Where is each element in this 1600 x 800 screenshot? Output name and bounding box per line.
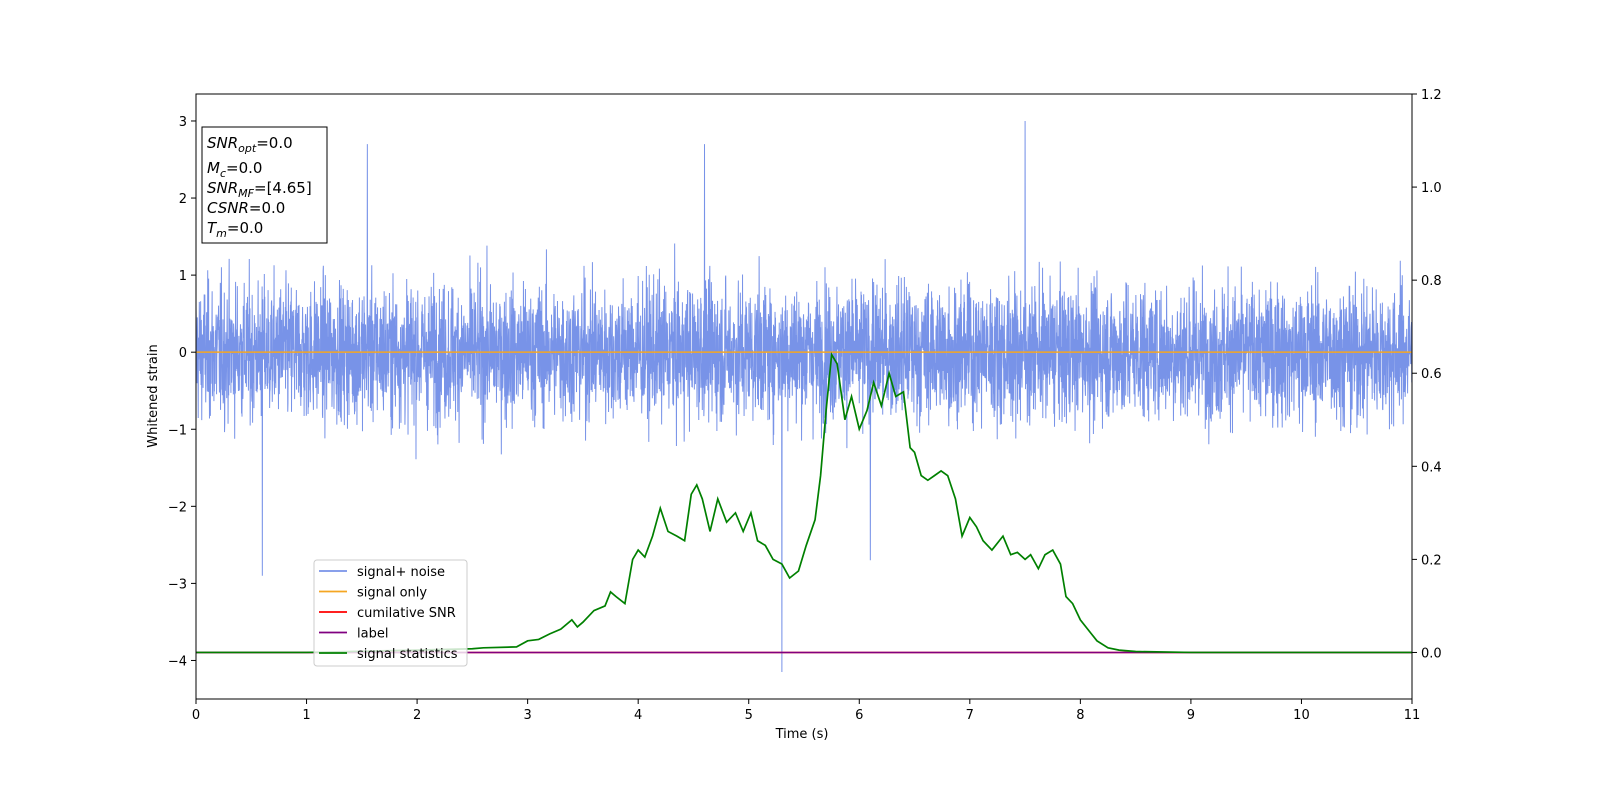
annotation-value: =0.0 [256, 134, 292, 152]
annotation-variable: CSNR [207, 199, 249, 217]
annotation-variable: T [207, 219, 218, 237]
y-axis-right: 0.0 0.2 0.4 0.6 0.8 1.0 1.2 [1412, 88, 1442, 661]
annotation-frame [201, 126, 328, 244]
legend-label: signal+ noise [357, 565, 445, 580]
legend-label: signal statistics [357, 647, 458, 662]
annotation-variable: SNR [207, 179, 238, 197]
y-left-tick-label: 3 [179, 115, 187, 130]
x-tick-label: 2 [413, 708, 421, 723]
legend-label: cumilative SNR [357, 606, 456, 621]
y-right-tick-label: 0.0 [1421, 646, 1442, 661]
y-right-tick-label: 0.8 [1421, 274, 1442, 289]
y-right-tick-label: 1.0 [1421, 181, 1442, 196]
y-left-tick-label: −4 [168, 654, 187, 669]
series-line-signal-noise [196, 120, 1412, 673]
y-left-tick-label: 1 [179, 269, 187, 284]
y-left-tick-label: −2 [168, 500, 187, 515]
annotation-value: =0.0 [226, 159, 262, 177]
annotation-subscript: c [220, 167, 226, 180]
x-tick-label: 11 [1404, 708, 1421, 723]
y-left-tick-label: −3 [168, 577, 187, 592]
x-tick-label: 4 [634, 708, 642, 723]
annotation-variable: SNR [207, 134, 238, 152]
legend: signal+ noise signal only cumilative SNR la… [313, 559, 468, 667]
annotation-subscript: opt [238, 142, 257, 155]
x-tick-label: 10 [1293, 708, 1310, 723]
x-tick-label: 8 [1076, 708, 1084, 723]
legend-frame [313, 559, 468, 667]
annotation-line: Tm=0.0 [207, 219, 263, 240]
annotation-line: SNRopt=0.0 [207, 134, 293, 155]
y-left-tick-label: −1 [168, 423, 187, 438]
legend-label: signal only [357, 586, 427, 601]
legend-label: label [357, 627, 388, 642]
x-tick-label: 1 [302, 708, 310, 723]
stats-annotation-box: SNRopt=0.0Mc=0.0SNRMF=[4.65]CSNR=0.0Tm=0… [201, 126, 328, 244]
annotation-subscript: MF [238, 187, 254, 200]
annotation-value: =0.0 [227, 219, 263, 237]
signal-noise-series [196, 120, 1412, 673]
x-tick-label: 9 [1187, 708, 1195, 723]
annotation-line: CSNR=0.0 [207, 199, 285, 217]
y-axis-label: Whitened strain [146, 344, 161, 447]
annotation-line: SNRMF=[4.65] [207, 179, 312, 200]
y-right-tick-label: 1.2 [1421, 88, 1442, 103]
annotation-variable: M [207, 159, 220, 177]
x-tick-label: 0 [192, 708, 200, 723]
plot-area-frame [195, 93, 1413, 700]
annotation-subscript: m [216, 227, 227, 240]
y-right-tick-label: 0.6 [1421, 367, 1442, 382]
x-axis-label: Time (s) [775, 727, 829, 742]
x-tick-label: 7 [966, 708, 974, 723]
y-right-tick-label: 0.4 [1421, 460, 1442, 475]
annotation-line: Mc=0.0 [207, 159, 262, 180]
x-axis: 0 1 2 3 4 5 6 7 8 9 10 11 [192, 699, 1420, 723]
y-axis-left: 3 2 1 0 −1 −2 −3 −4 [168, 115, 196, 669]
x-tick-label: 6 [855, 708, 863, 723]
annotation-value: =0.0 [249, 199, 285, 217]
y-right-tick-label: 0.2 [1421, 553, 1442, 568]
x-tick-label: 5 [745, 708, 753, 723]
y-left-tick-label: 0 [179, 346, 187, 361]
series-line-signal-statistics [196, 351, 1412, 654]
x-tick-label: 3 [523, 708, 531, 723]
y-left-tick-label: 2 [179, 192, 187, 207]
annotation-value: =[4.65] [254, 179, 312, 197]
